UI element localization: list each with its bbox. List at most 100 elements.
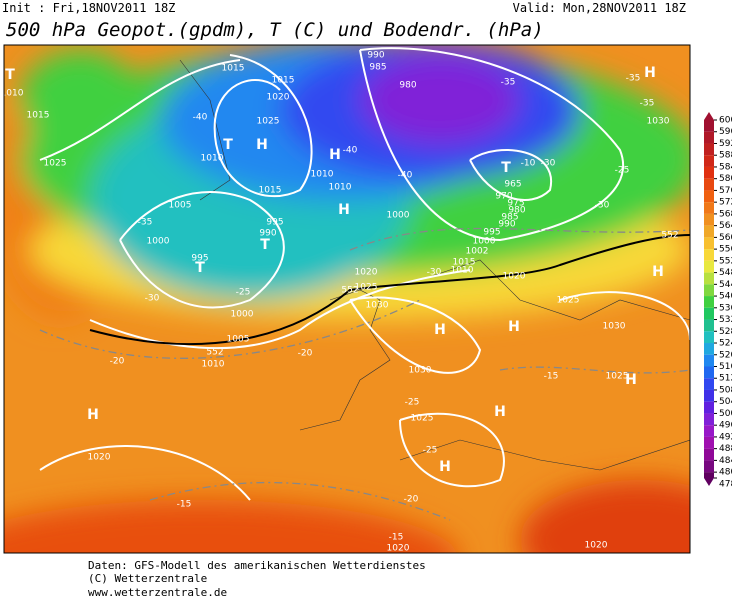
pressure-center: T [260, 237, 270, 253]
colorbar-label: 508 [719, 385, 732, 395]
contour-label: 1010 [451, 266, 474, 276]
pressure-center: H [256, 137, 268, 153]
colorbar-swatch [704, 284, 714, 297]
contour-label: 1005 [227, 335, 250, 345]
contour-label: 980 [508, 206, 525, 216]
colorbar-label: 528 [719, 327, 732, 337]
colorbar-label: 478 [719, 480, 732, 490]
contour-label: 1015 [259, 186, 282, 196]
colorbar-label: 544 [719, 280, 732, 290]
colorbar-label: 492 [719, 432, 732, 442]
colorbar-label: 580 [719, 174, 732, 184]
colorbar-label: 592 [719, 139, 732, 149]
colorbar-swatch [704, 319, 714, 332]
colorbar-swatch [704, 166, 714, 179]
contour-label: 1015 [222, 64, 245, 74]
colorbar-label: 588 [719, 151, 732, 161]
colorbar-label: 548 [719, 268, 732, 278]
colorbar-swatch [704, 237, 714, 250]
contour-label: 990 [259, 229, 276, 239]
contour-label: -15 [389, 533, 404, 543]
contour-label: 1030 [603, 322, 626, 332]
contour-label: -20 [404, 495, 419, 505]
footer-copyright: (C) Wetterzentrale [88, 572, 207, 585]
colorbar-swatch [704, 343, 714, 355]
contour-label: 552 [206, 348, 223, 358]
colorbar-swatch [704, 213, 714, 226]
contour-label: -15 [177, 500, 192, 510]
contour-label: 990 [498, 220, 515, 230]
contour-label: 1020 [88, 453, 111, 463]
contour-label: -15 [544, 372, 559, 382]
contour-label: -10 [521, 159, 536, 169]
contour-label: -35 [626, 74, 641, 84]
colorbar-swatch [704, 389, 714, 402]
footer-url: www.wetterzentrale.de [88, 586, 227, 599]
contour-label: 1010 [1, 89, 24, 99]
pressure-center: H [494, 404, 506, 420]
contour-label: 995 [191, 254, 208, 264]
contour-label: 1025 [257, 117, 280, 127]
footer-source: Daten: GFS-Modell des amerikanischen Wet… [88, 559, 426, 572]
colorbar-swatch [704, 354, 714, 367]
colorbar-label: 572 [719, 198, 732, 208]
colorbar-swatch [704, 131, 714, 144]
colorbar-label: 536 [719, 303, 732, 313]
contour-label: 1025 [44, 159, 67, 169]
colorbar-swatch [704, 296, 714, 308]
colorbar-label: 540 [719, 292, 732, 302]
pressure-center: H [338, 202, 350, 218]
contour-label: 965 [504, 180, 521, 190]
colorbar-label: 500 [719, 409, 732, 419]
contour-label: 1010 [201, 154, 224, 164]
pressure-center: H [87, 407, 99, 423]
contour-label: 1000 [387, 211, 410, 221]
contour-label: 1000 [231, 310, 254, 320]
colorbar-swatch [704, 436, 714, 449]
colorbar-swatch [704, 472, 714, 478]
contour-label: 985 [501, 213, 518, 223]
contour-label: 1000 [147, 237, 170, 247]
contour-label: -35 [640, 99, 655, 109]
pressure-center: T [195, 260, 205, 276]
contour-label: -40 [398, 171, 413, 181]
colorbar-label: 600 [719, 116, 732, 126]
colorbar-swatch [704, 460, 714, 473]
contour-label: -25 [236, 288, 251, 298]
pressure-center: T [223, 137, 233, 153]
colorbar-label: 568 [719, 209, 732, 219]
colorbar-swatch [704, 425, 714, 437]
colorbar-swatch [704, 448, 714, 461]
contour-label: 1020 [585, 541, 608, 551]
pressure-center: H [508, 319, 520, 335]
contour-label: 1025 [355, 283, 378, 293]
contour-label: 1002 [466, 247, 489, 257]
contour-label: 1005 [169, 201, 192, 211]
colorbar-swatch [704, 401, 714, 414]
contour-label: 1020 [355, 268, 378, 278]
pressure-center: H [644, 65, 656, 81]
contour-label: -40 [193, 113, 208, 123]
map: T1010101510251015101510201025HT1010-4010… [1, 45, 690, 553]
colorbar-label: 480 [719, 468, 732, 478]
contour-label: -20 [298, 349, 313, 359]
colorbar-swatch [704, 331, 714, 344]
contour-label: 1025 [606, 372, 629, 382]
colorbar-label: 516 [719, 362, 732, 372]
contour-label: -30 [595, 201, 610, 211]
colorbar-label: 488 [719, 444, 732, 454]
contour-label: 1025 [411, 414, 434, 424]
contour-label: 970 [495, 192, 512, 202]
colorbar-label: 504 [719, 397, 732, 407]
colorbar-label: 596 [719, 127, 732, 137]
contour-label: -30 [427, 268, 442, 278]
colorbar-swatch [704, 143, 714, 156]
contour-label: -25 [423, 446, 438, 456]
contour-label: 980 [399, 81, 416, 91]
pressure-center: T [5, 67, 15, 83]
colorbar-label: 552 [719, 256, 732, 266]
contour-label: 975 [507, 199, 524, 209]
contour-label: 1010 [311, 170, 334, 180]
contour-label: -30 [541, 159, 556, 169]
